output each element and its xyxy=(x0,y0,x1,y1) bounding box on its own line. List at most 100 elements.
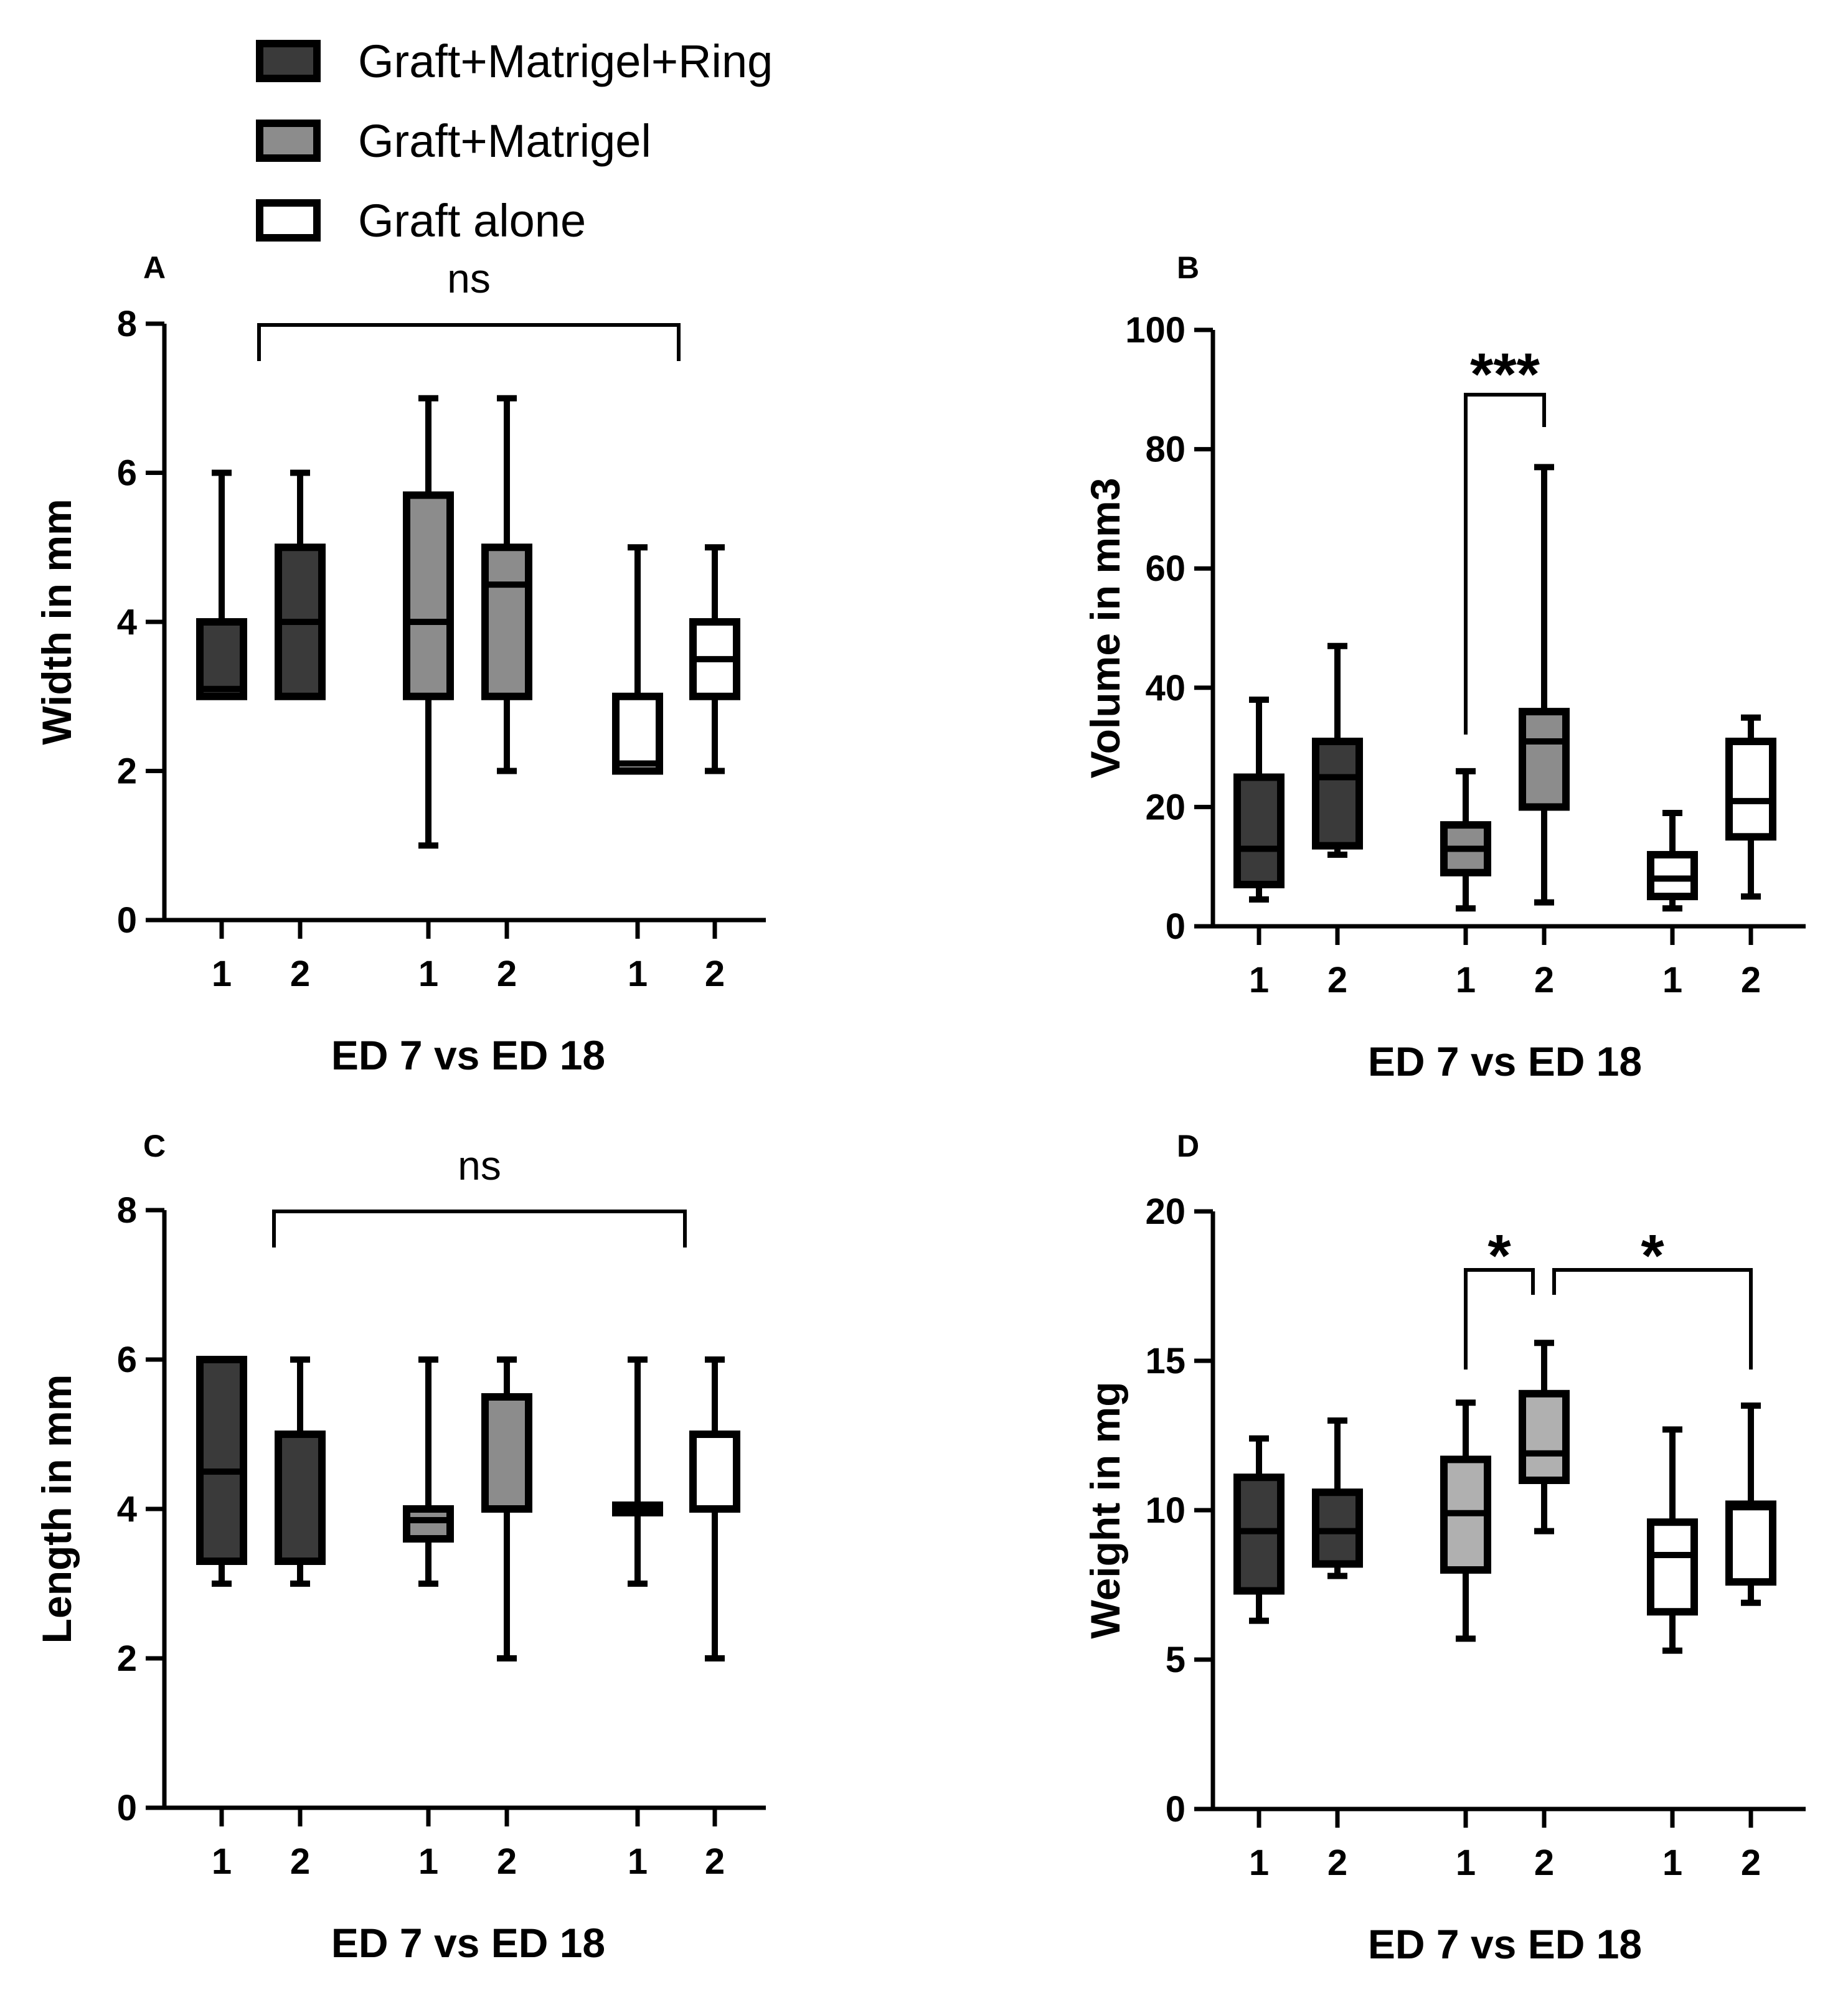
box-iqr xyxy=(1647,1518,1698,1616)
y-axis-label: Width in mm xyxy=(34,499,80,745)
y-tick-label: 0 xyxy=(1166,906,1186,947)
x-tick-label: 2 xyxy=(1327,1843,1347,1883)
box-iqr xyxy=(612,692,663,775)
y-tick-label: 80 xyxy=(1145,430,1186,470)
box-plot xyxy=(481,395,532,774)
x-tick-label: 2 xyxy=(290,954,310,994)
y-tick-label: 20 xyxy=(1145,787,1186,827)
x-tick-label: 2 xyxy=(497,1841,517,1882)
box-iqr xyxy=(1519,708,1570,811)
box-plot xyxy=(1233,696,1285,903)
panel-A: A 0 2 4 6 8 1 2 1 2 1 2 Width in mm ED 7 vs ED 18 ns xyxy=(34,250,766,1078)
box-iqr xyxy=(403,1505,454,1543)
box-plot xyxy=(481,1356,532,1661)
legend-swatch xyxy=(256,199,321,242)
y-tick-label: 5 xyxy=(1166,1640,1186,1680)
y-tick-label: 6 xyxy=(117,1340,137,1380)
box-iqr xyxy=(481,543,532,700)
x-axis-label: ED 7 vs ED 18 xyxy=(331,1032,605,1078)
x-tick-label: 2 xyxy=(1741,960,1761,1000)
significance-label: ns xyxy=(447,255,491,301)
x-tick-label: 1 xyxy=(1662,960,1682,1000)
y-tick-label: 8 xyxy=(117,304,137,344)
box-plot xyxy=(1647,1426,1698,1654)
x-tick-label: 1 xyxy=(1456,960,1476,1000)
y-tick-label: 4 xyxy=(117,1489,137,1529)
y-tick-label: 6 xyxy=(117,453,137,494)
x-axis-label: ED 7 vs ED 18 xyxy=(331,1920,605,1966)
legend-label: Graft alone xyxy=(358,195,586,247)
x-tick-label: 2 xyxy=(497,954,517,994)
significance-bracket: ns xyxy=(257,255,681,361)
y-axis-label: Length in mm xyxy=(34,1374,80,1644)
significance-label: * xyxy=(1487,1223,1511,1289)
box-iqr xyxy=(1725,1500,1776,1586)
y-tick-label: 40 xyxy=(1145,668,1186,708)
legend: Graft+Matrigel+Ring Graft+Matrigel Graft a… xyxy=(256,35,773,247)
box-iqr xyxy=(1725,738,1776,841)
box-plot xyxy=(1725,714,1776,900)
significance-bracket: * xyxy=(1552,1223,1753,1370)
y-tick-label: 0 xyxy=(1166,1789,1186,1830)
x-tick-label: 2 xyxy=(1534,960,1554,1000)
x-tick-label: 1 xyxy=(1249,1843,1269,1883)
legend-label: Graft+Matrigel+Ring xyxy=(358,35,773,87)
x-tick-label: 1 xyxy=(212,1841,232,1882)
significance-bracket: ns xyxy=(272,1142,687,1248)
legend-swatch xyxy=(256,120,321,162)
bracket-line xyxy=(257,323,681,361)
significance-bracket: * xyxy=(1464,1223,1535,1370)
box-plot xyxy=(689,1356,740,1661)
box-iqr xyxy=(481,1393,532,1513)
x-tick-label: 1 xyxy=(1662,1843,1682,1883)
bracket-line xyxy=(1464,393,1546,735)
box-plot xyxy=(1519,1340,1570,1534)
box-iqr xyxy=(196,618,247,700)
y-tick-label: 60 xyxy=(1145,548,1186,589)
box-iqr xyxy=(689,1431,740,1513)
x-tick-label: 2 xyxy=(1534,1843,1554,1883)
panel-letter: D xyxy=(1177,1129,1199,1163)
y-tick-label: 0 xyxy=(117,900,137,941)
significance-bracket: *** xyxy=(1464,341,1546,735)
box-plot xyxy=(689,544,740,774)
x-tick-label: 1 xyxy=(418,1841,438,1882)
panel-letter: A xyxy=(143,250,166,285)
x-axis-label: ED 7 vs ED 18 xyxy=(1368,1921,1642,1967)
box-iqr xyxy=(196,1356,247,1565)
y-tick-label: 2 xyxy=(117,1638,137,1679)
legend-swatch xyxy=(256,40,321,82)
box-iqr xyxy=(1233,773,1285,888)
x-tick-label: 2 xyxy=(290,1841,310,1882)
box-iqr xyxy=(403,491,454,700)
box-plot xyxy=(275,1356,326,1587)
y-axis-label: Volume in mm3 xyxy=(1082,478,1128,779)
panel-letter: C xyxy=(143,1129,166,1163)
y-tick-label: 0 xyxy=(117,1788,137,1828)
y-tick-label: 10 xyxy=(1145,1490,1186,1531)
box-plot xyxy=(612,544,663,775)
box-plot xyxy=(1519,464,1570,906)
x-tick-label: 2 xyxy=(1741,1843,1761,1883)
significance-label: * xyxy=(1641,1223,1664,1289)
box-iqr xyxy=(1519,1389,1570,1485)
box-plot xyxy=(1647,809,1698,912)
y-tick-label: 4 xyxy=(117,602,137,642)
box-plot xyxy=(403,395,454,849)
x-tick-label: 2 xyxy=(1327,960,1347,1000)
y-tick-label: 15 xyxy=(1145,1341,1186,1381)
panels: A 0 2 4 6 8 1 2 1 2 1 2 Width in mm ED 7 vs ED 18 ns B 0… xyxy=(34,250,1806,1967)
panel-letter: B xyxy=(1177,250,1199,285)
box-iqr xyxy=(1312,738,1363,850)
box-iqr xyxy=(275,1431,326,1565)
y-tick-label: 2 xyxy=(117,751,137,792)
box-plot xyxy=(1440,1399,1491,1642)
significance-label: *** xyxy=(1470,341,1540,408)
box-plot xyxy=(1312,642,1363,858)
box-plot xyxy=(196,1356,247,1587)
x-tick-label: 2 xyxy=(705,1841,725,1882)
box-plot xyxy=(1725,1403,1776,1606)
x-tick-label: 1 xyxy=(628,954,648,994)
x-tick-label: 2 xyxy=(705,954,725,994)
